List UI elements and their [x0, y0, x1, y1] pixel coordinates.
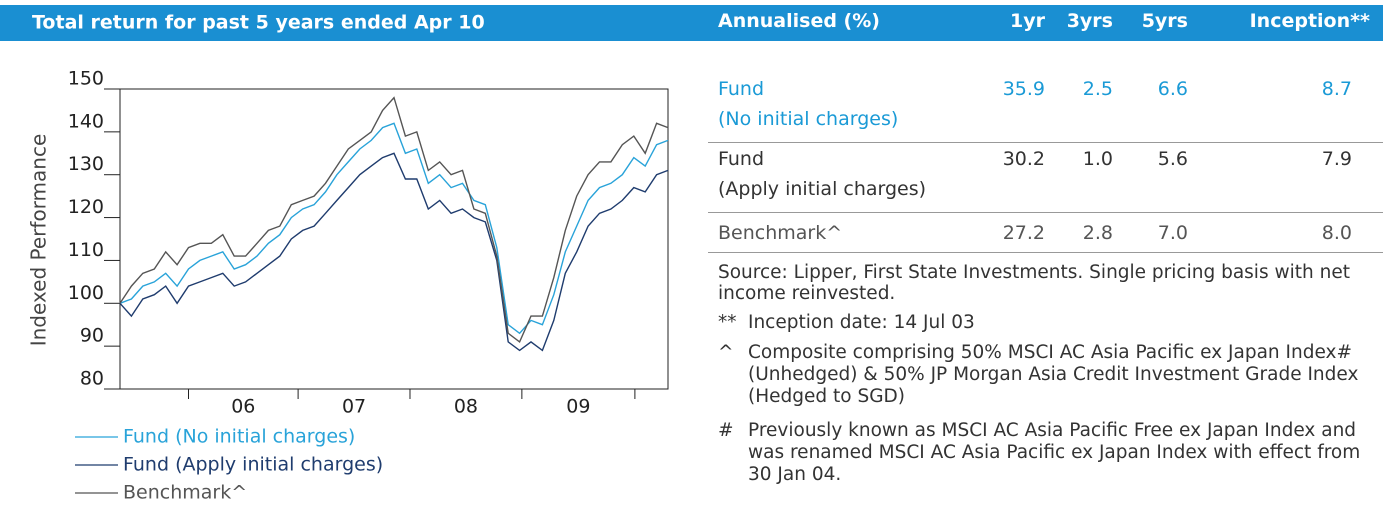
series-line	[119, 152, 669, 352]
y-tick-label: 80	[80, 368, 104, 390]
row-name: Fund	[718, 148, 765, 170]
row-name: Fund	[718, 78, 765, 100]
footnote-marker: ^	[718, 342, 734, 363]
plot-frame	[119, 88, 669, 390]
footnote-marker: **	[718, 312, 737, 333]
table-cell: 2.8	[1082, 222, 1113, 244]
table-cell: 1.0	[1082, 148, 1113, 170]
table-cell: 7.9	[1321, 148, 1352, 170]
table-cell: 5.6	[1157, 148, 1188, 170]
series-line	[119, 96, 669, 343]
table-header-cell: 3yrs	[1066, 10, 1113, 32]
row-separator	[708, 212, 1383, 213]
chart-title: Total return for past 5 years ended Apr …	[32, 12, 485, 34]
row-name: (Apply initial charges)	[718, 178, 927, 200]
table-cell: 35.9	[1002, 78, 1045, 100]
footnote-text: Previously known as MSCI AC Asia Pacific…	[748, 420, 1361, 485]
table-cell: 7.0	[1157, 222, 1188, 244]
y-tick-label: 110	[68, 239, 104, 261]
row-separator	[708, 252, 1383, 253]
y-tick-label: 140	[68, 110, 104, 132]
y-tick-label: 130	[68, 153, 104, 175]
x-year-label: 06	[231, 396, 255, 418]
chart: Total return for past 5 years ended Apr …	[27, 12, 669, 504]
table-cell: 8.0	[1321, 222, 1352, 244]
table-cell: 2.5	[1082, 78, 1113, 100]
x-year-label: 07	[342, 396, 366, 418]
series-line	[119, 122, 669, 335]
row-name: (No initial charges)	[718, 108, 899, 130]
footnote-marker: #	[718, 420, 734, 441]
table-cell: 8.7	[1321, 78, 1352, 100]
y-tick-label: 100	[68, 282, 104, 304]
header-band	[0, 5, 1383, 41]
x-year-label: 08	[454, 396, 478, 418]
row-name: Benchmark^	[718, 222, 843, 244]
legend-label: Fund (Apply initial charges)	[123, 454, 383, 476]
x-year-label: 09	[566, 396, 590, 418]
table-header-cell: 1yr	[1010, 10, 1045, 32]
footnote-text: Composite comprising 50% MSCI AC Asia Pa…	[748, 342, 1359, 407]
footnote-text: Inception date: 14 Jul 03	[748, 312, 975, 333]
table-cell: 30.2	[1002, 148, 1045, 170]
legend-label: Fund (No initial charges)	[123, 426, 355, 448]
y-axis-label: Indexed Performance	[27, 134, 51, 347]
source-note: Source: Lipper, First State Investments.…	[718, 262, 1350, 304]
y-tick-label: 120	[68, 196, 104, 218]
table-header-cell: Inception**	[1249, 10, 1370, 32]
table-cell: 27.2	[1002, 222, 1045, 244]
table-header-cell: Annualised (%)	[718, 10, 880, 32]
table-header-cell: 5yrs	[1141, 10, 1188, 32]
row-separator	[708, 142, 1383, 143]
y-tick-label: 90	[80, 325, 104, 347]
legend-label: Benchmark^	[123, 482, 247, 504]
y-tick-label: 150	[68, 68, 104, 90]
table-cell: 6.6	[1157, 78, 1188, 100]
